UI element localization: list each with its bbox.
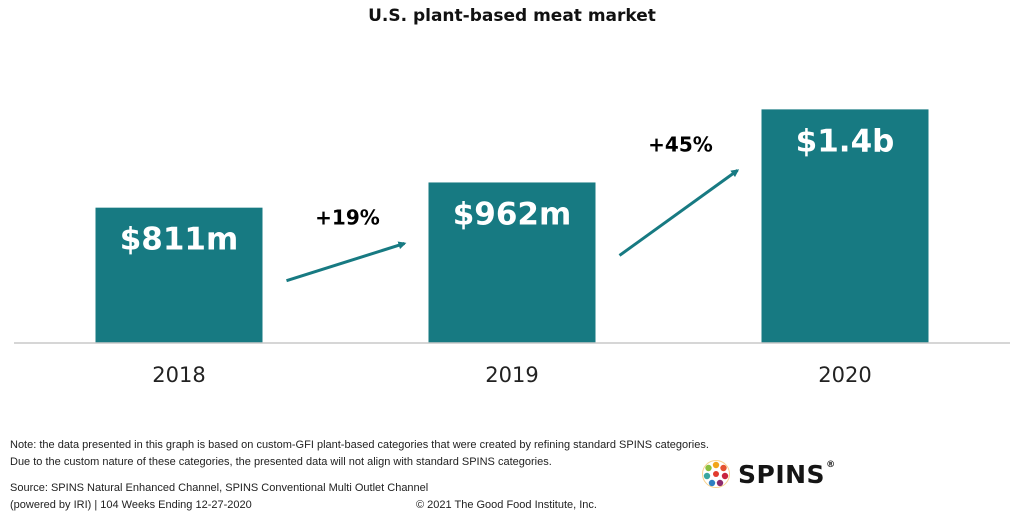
spins-globe-icon [702, 460, 730, 488]
bar-value-label-2018: $811m [120, 222, 239, 258]
registered-mark: ® [826, 459, 836, 470]
x-tick-label-2018: 2018 [152, 363, 205, 387]
chart-title: U.S. plant-based meat market [368, 6, 656, 26]
growth-label-2019-2020: +45% [648, 132, 713, 156]
bar-value-label-2019: $962m [453, 196, 572, 232]
growth-arrow-2018-2019 [286, 241, 407, 283]
x-tick-label-2019: 2019 [485, 363, 538, 387]
bar-chart: $811m $962m $1.4b +19% +45% 2018 2019 2020 [14, 109, 1010, 387]
growth-arrow-2019-2020 [618, 169, 740, 257]
spins-logo: SPINS® [700, 458, 836, 490]
bar-2020 [761, 109, 929, 343]
copyright-text: © 2021 The Good Food Institute, Inc. [416, 499, 597, 511]
bar-value-label-2020: $1.4b [796, 123, 895, 159]
growth-label-2018-2019: +19% [315, 205, 380, 229]
logo-wordmark: SPINS® [738, 459, 836, 489]
x-tick-label-2020: 2020 [818, 363, 871, 387]
bar-2018 [95, 207, 263, 343]
footnote: Note: the data presented in this graph i… [10, 439, 709, 468]
source-note: Source: SPINS Natural Enhanced Channel, … [10, 482, 429, 511]
bar-2019 [428, 182, 596, 343]
